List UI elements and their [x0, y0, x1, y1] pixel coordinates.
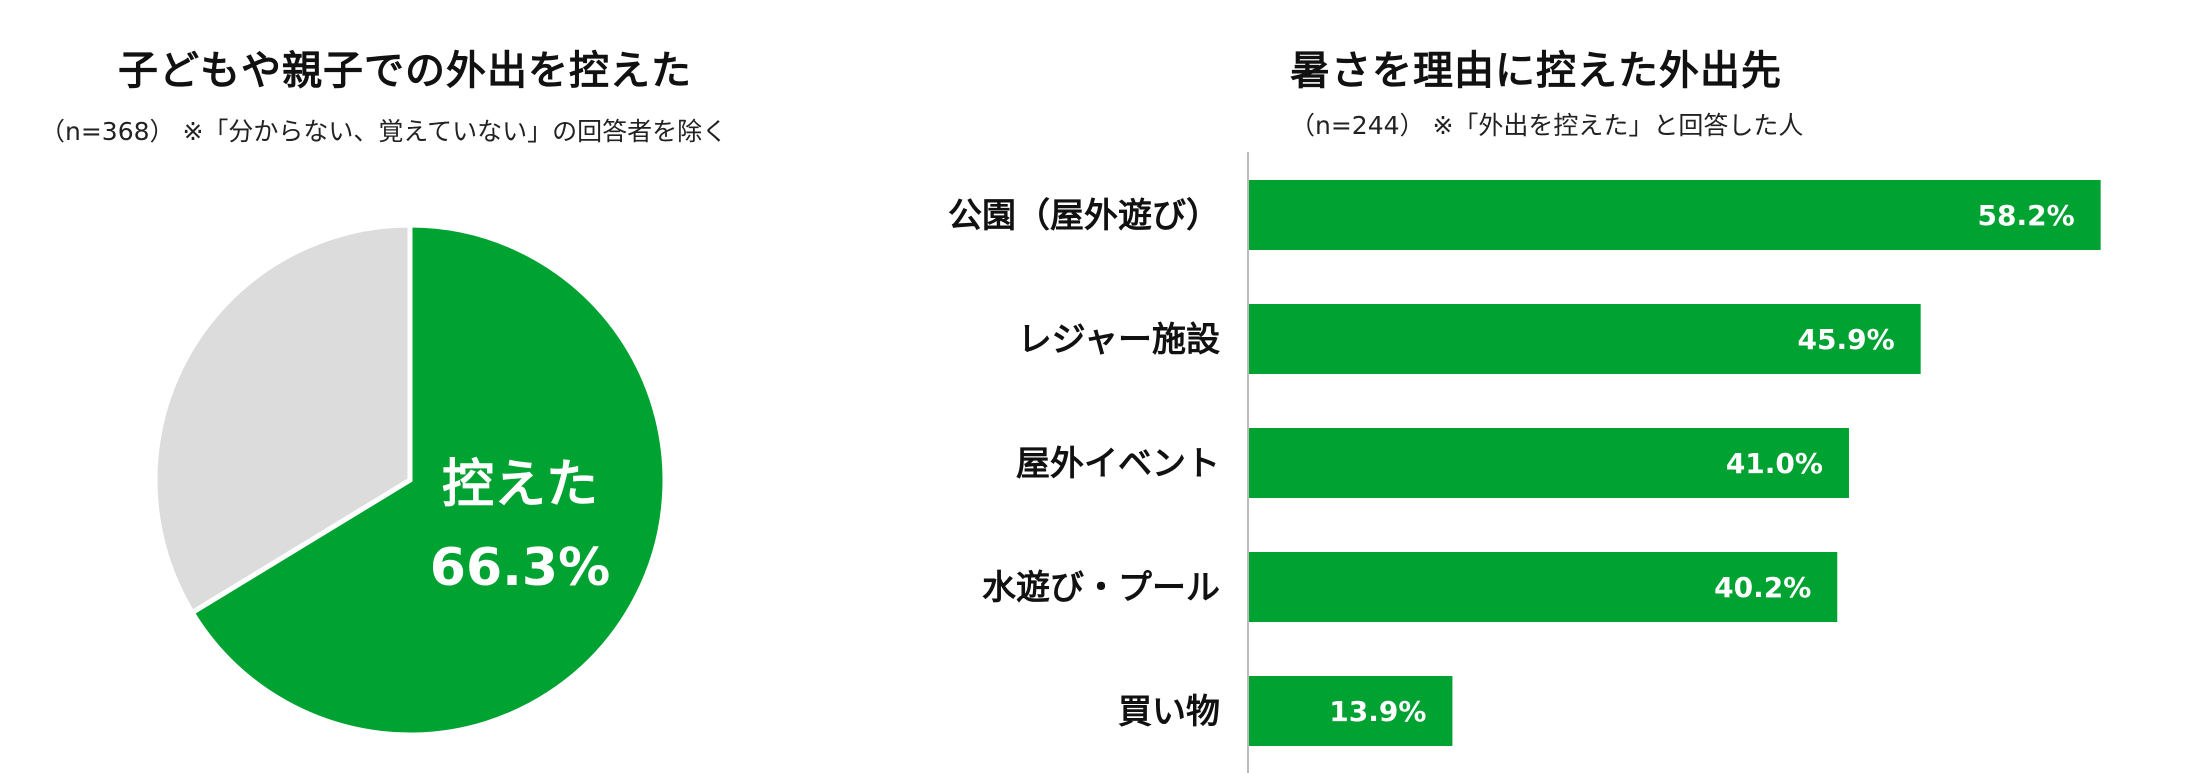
bar-chart-title: 暑さを理由に控えた外出先	[1290, 48, 1782, 94]
category-label: 水遊び・プール	[982, 568, 1220, 608]
bar-0	[1249, 180, 2101, 250]
bar-chart-subtitle: （n=244） ※「外出を控えた」と回答した人	[1290, 111, 1804, 140]
value-label: 45.9%	[1798, 323, 1895, 356]
value-label: 41.0%	[1726, 447, 1823, 480]
pie-chart-title: 子どもや親子での外出を控えた	[118, 48, 692, 94]
pie-slice-1	[152, 222, 413, 616]
bar-2	[1249, 428, 1849, 498]
bar-chart: 公園（屋外遊び） 58.2% レジャー施設 45.9% 屋外イベント 41.0% 水遊び・プ…	[948, 152, 2101, 773]
category-label: 公園（屋外遊び）	[948, 196, 1220, 236]
pie-slice-0	[188, 222, 668, 738]
value-label: 13.9%	[1329, 695, 1426, 728]
bar-4	[1249, 676, 1453, 746]
category-label: 屋外イベント	[1016, 444, 1220, 484]
pie-chart-panel: 子どもや親子での外出を控えた （n=368） ※「分からない、覚えていない」の回…	[0, 0, 850, 773]
pie-slice-value-label: 66.3%	[430, 538, 610, 598]
pie-chart-subtitle: （n=368） ※「分からない、覚えていない」の回答者を除く	[40, 117, 728, 146]
bar-1	[1249, 304, 1921, 374]
category-label: レジャー施設	[1018, 320, 1220, 360]
pie-slice-label: 控えた	[442, 455, 598, 515]
bar-chart-panel: 暑さを理由に控えた外出先 （n=244） ※「外出を控えた」と回答した人 公園（…	[850, 0, 2191, 773]
value-label: 40.2%	[1714, 571, 1811, 604]
bar-3	[1249, 552, 1838, 622]
category-label: 買い物	[1118, 692, 1220, 732]
value-label: 58.2%	[1978, 199, 2075, 232]
pie-chart: 控えた 66.3%	[152, 222, 668, 738]
